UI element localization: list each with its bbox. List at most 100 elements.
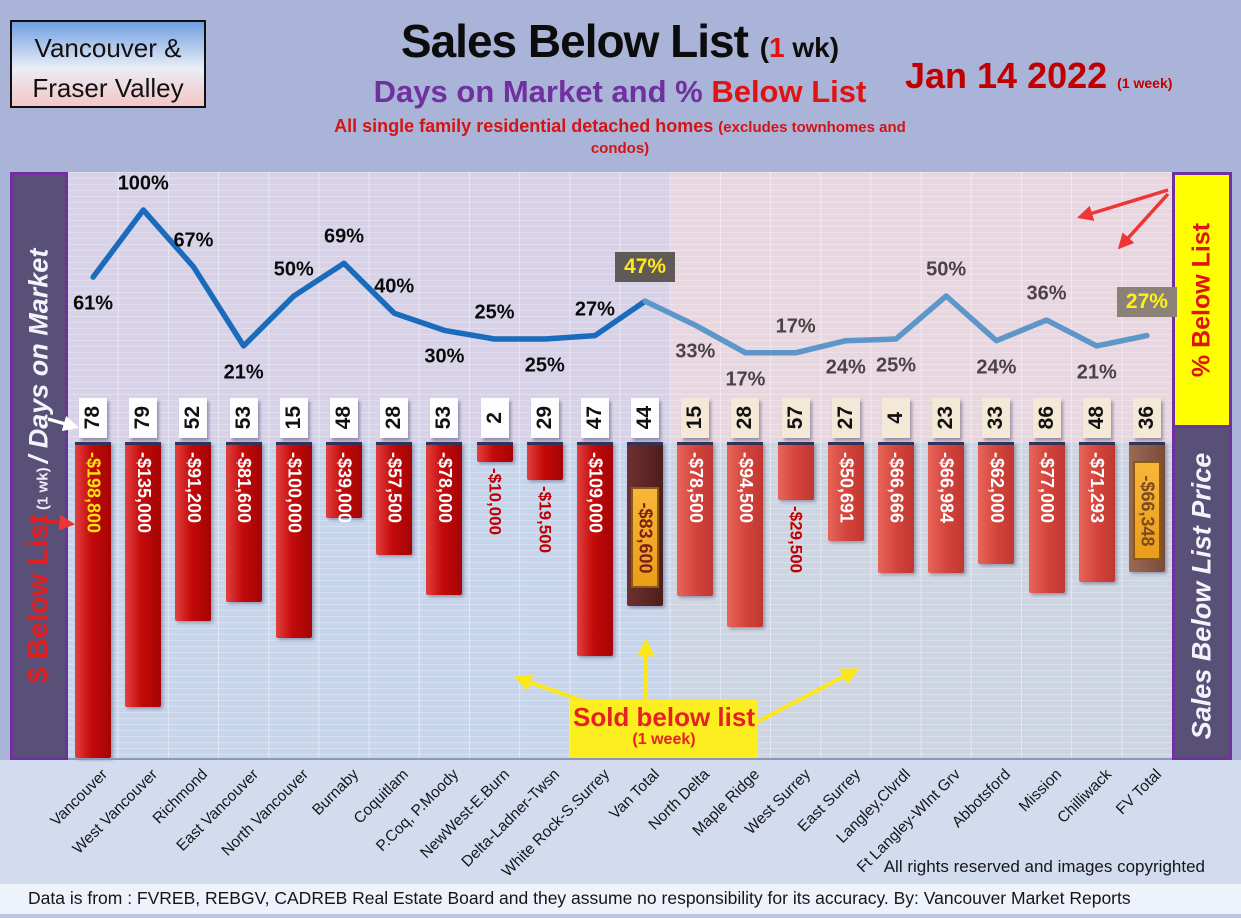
days-on-market-box: 4	[882, 398, 910, 438]
dollar-below-list-bar: -$50,691	[827, 442, 864, 541]
dollar-below-list-bar: -$71,293	[1078, 442, 1115, 582]
pct-below-list-value: 24%	[825, 356, 866, 379]
page-title: Sales Below List (1 wk)	[400, 15, 840, 67]
days-on-market-value: 28	[382, 406, 406, 430]
pct-below-list-value: 69%	[323, 225, 365, 248]
days-on-market-value: 29	[532, 406, 556, 430]
bar-value-label: -$78,000	[434, 452, 455, 524]
days-on-market-box: 23	[932, 398, 961, 438]
days-on-market-box: 15	[681, 398, 710, 438]
page-tagline: All single family residential detached h…	[334, 116, 906, 157]
bar-value-label: -$81,600	[234, 452, 255, 524]
days-on-market-value: 52	[181, 406, 205, 430]
pct-below-list-value: 50%	[926, 258, 967, 281]
bar-value-label: -$135,000	[133, 452, 154, 534]
days-on-market-box: 78	[79, 398, 108, 438]
rights-note: All rights reserved and images copyright…	[883, 857, 1205, 876]
left-axis-sidebar: $ Below List (1 wk) / Days on Market	[10, 172, 68, 760]
pct-below-list-value: 21%	[223, 361, 264, 384]
pct-below-list-value: 17%	[775, 315, 816, 338]
dollar-below-list-bar	[777, 442, 814, 500]
dollar-below-list-bar: -$66,348	[1128, 442, 1165, 572]
bar-value-label: -$50,691	[836, 452, 857, 524]
days-on-market-value: 23	[934, 406, 958, 430]
total-highlight-box: -$66,348	[1132, 461, 1161, 560]
bar-value-label: -$78,500	[685, 452, 706, 524]
bar-value-label: -$66,666	[886, 452, 907, 524]
bar-value-label: -$83,600	[635, 501, 656, 574]
pct-below-list-value: 36%	[1026, 282, 1067, 305]
pct-below-list-badge: % Below List	[1172, 172, 1232, 428]
title-block: Sales Below List (1 wk) Days on Market a…	[330, 14, 910, 158]
bars-layer: 78 -$198,800 61% 79 -$135,000 100% 52 -$91,200 6…	[68, 172, 1177, 760]
days-on-market-value: 48	[1084, 406, 1108, 430]
x-axis-line	[68, 758, 1172, 760]
bar-value-label: -$57,500	[384, 452, 405, 524]
dollar-below-list-bar: -$94,500	[727, 442, 764, 627]
left-axis-label: $ Below List (1 wk) / Days on Market	[22, 248, 55, 684]
bar-value-label: -$100,000	[284, 452, 305, 534]
days-on-market-box: 44	[631, 398, 660, 438]
dollar-below-list-bar: -$39,000	[326, 442, 362, 523]
days-on-market-value: 2	[482, 412, 506, 424]
bar-value-label: -$198,800	[83, 452, 104, 534]
days-on-market-box: 57	[781, 398, 810, 438]
source-note: Data is from : FVREB, REBGV, CADREB Real…	[28, 888, 1131, 908]
pct-below-list-value: 67%	[173, 229, 214, 252]
dollar-below-list-bar: -$66,984	[928, 442, 965, 573]
logo-line2: Fraser Valley	[32, 73, 184, 104]
dollar-below-list-bar: -$62,000	[978, 442, 1015, 564]
bar-value-label: -$19,500	[535, 486, 555, 554]
pct-below-list-value: 30%	[424, 345, 465, 368]
dollar-below-list-bar: -$198,800	[75, 442, 112, 758]
logo-line1: Vancouver &	[34, 33, 182, 63]
dollar-below-list-bar: -$81,600	[225, 442, 262, 602]
bg-quadrant-top-left	[68, 172, 671, 442]
dollar-below-list-bar: -$78,500	[677, 442, 714, 596]
dollar-below-list-bar: -$57,500	[376, 442, 413, 555]
pct-below-list-value: 25%	[524, 354, 565, 377]
bar-value-label: -$109,000	[585, 452, 606, 534]
bar-value-label: -$62,000	[986, 452, 1007, 524]
pct-below-list-value: 25%	[474, 301, 515, 324]
line-chart-svg	[90, 172, 1150, 758]
days-on-market-value: 33	[984, 406, 1008, 430]
days-on-market-box: 86	[1032, 398, 1061, 438]
bar-value-label: -$39,000	[334, 452, 355, 524]
bar-value-label: -$10,000	[485, 468, 505, 536]
pct-below-list-value: 61%	[73, 292, 114, 315]
sold-below-list-callout: Sold below list (1 week)	[570, 700, 758, 758]
days-on-market-box: 27	[831, 398, 860, 438]
days-on-market-box: 52	[179, 398, 208, 438]
pct-below-list-value: 100%	[117, 172, 169, 195]
bar-value-label: -$77,000	[1037, 452, 1058, 524]
total-highlight-box: -$83,600	[631, 487, 660, 588]
pct-below-list-label: % Below List	[1187, 222, 1216, 378]
bar-value-label: -$29,500	[786, 506, 806, 574]
pct-below-list-value: 21%	[1076, 361, 1117, 384]
pct-below-list-value: 40%	[374, 275, 415, 298]
days-on-market-box: 53	[430, 398, 459, 438]
days-on-market-value: 86	[1034, 406, 1058, 430]
days-on-market-box: 36	[1132, 398, 1161, 438]
days-on-market-box: 53	[229, 398, 258, 438]
days-on-market-value: 57	[783, 406, 807, 430]
dollar-below-list-bar: -$109,000	[576, 442, 613, 656]
dollar-below-list-bar: -$78,000	[426, 442, 463, 595]
dollar-below-list-bar	[526, 442, 563, 480]
pct-below-list-value: 27%	[574, 298, 615, 321]
pct-below-list-line	[642, 293, 1150, 356]
days-on-market-box: 47	[580, 398, 609, 438]
region-logo-box: Vancouver & Fraser Valley	[10, 20, 206, 108]
plot-area: 78 -$198,800 61% 79 -$135,000 100% 52 -$91,200 6…	[68, 172, 1177, 760]
footer-strip	[0, 884, 1241, 914]
pct-below-list-value: 17%	[725, 368, 766, 391]
days-on-market-box: 2	[480, 398, 509, 438]
bar-value-label: -$66,348	[1137, 474, 1158, 547]
days-on-market-value: 48	[332, 406, 355, 430]
pct-below-list-value: 27%	[1116, 286, 1177, 317]
days-on-market-box: 79	[129, 398, 158, 438]
days-on-market-value: 28	[733, 406, 757, 430]
bar-value-label: -$66,984	[936, 452, 957, 524]
days-on-market-value: 27	[833, 406, 857, 430]
